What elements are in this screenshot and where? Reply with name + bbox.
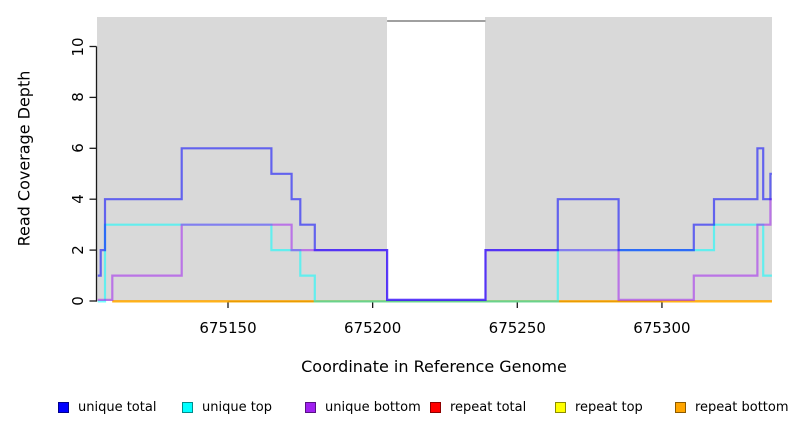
- x-tick-label: 675300: [633, 319, 691, 337]
- y-axis-label: Read Coverage Depth: [14, 70, 34, 247]
- legend-label: repeat top: [575, 399, 643, 415]
- y-tick-label: 2: [69, 245, 87, 255]
- legend-item-repeat-total: repeat total: [430, 398, 526, 416]
- legend-swatch-icon: [555, 401, 566, 413]
- legend-item-unique-top: unique top: [182, 398, 272, 416]
- legend-item-repeat-bottom: repeat bottom: [675, 398, 789, 416]
- y-tick-label: 6: [69, 143, 87, 154]
- legend-label: repeat total: [450, 399, 527, 415]
- y-tick-label: 0: [69, 296, 87, 306]
- legend-label: unique top: [202, 399, 273, 415]
- legend-item-unique-bottom: unique bottom: [305, 398, 421, 416]
- legend-label: unique total: [78, 399, 157, 415]
- legend-item-unique-total: unique total: [58, 398, 156, 416]
- legend-swatch-icon: [58, 401, 69, 413]
- masked-gap-region: [387, 17, 486, 301]
- series-line-unique-total: [97, 147, 772, 301]
- legend-swatch-icon: [305, 401, 316, 413]
- y-tick-label: 10: [69, 36, 87, 57]
- legend-label: repeat bottom: [695, 399, 789, 415]
- y-tick-label: 4: [69, 194, 87, 204]
- legend-swatch-icon: [675, 401, 686, 413]
- legend-swatch-icon: [430, 401, 441, 413]
- legend-item-repeat-top: repeat top: [555, 398, 643, 416]
- legend-swatch-icon: [182, 401, 193, 413]
- x-tick-label: 675150: [199, 319, 257, 337]
- x-tick-label: 675200: [344, 319, 402, 337]
- legend-label: unique bottom: [325, 399, 421, 415]
- legend: unique total unique top unique bottom repea…: [0, 398, 792, 420]
- y-tick-label: 8: [69, 92, 87, 103]
- x-tick-label: 675250: [488, 319, 546, 337]
- x-axis-label: Coordinate in Reference Genome: [301, 357, 567, 376]
- series-line-unique-top: [97, 223, 772, 303]
